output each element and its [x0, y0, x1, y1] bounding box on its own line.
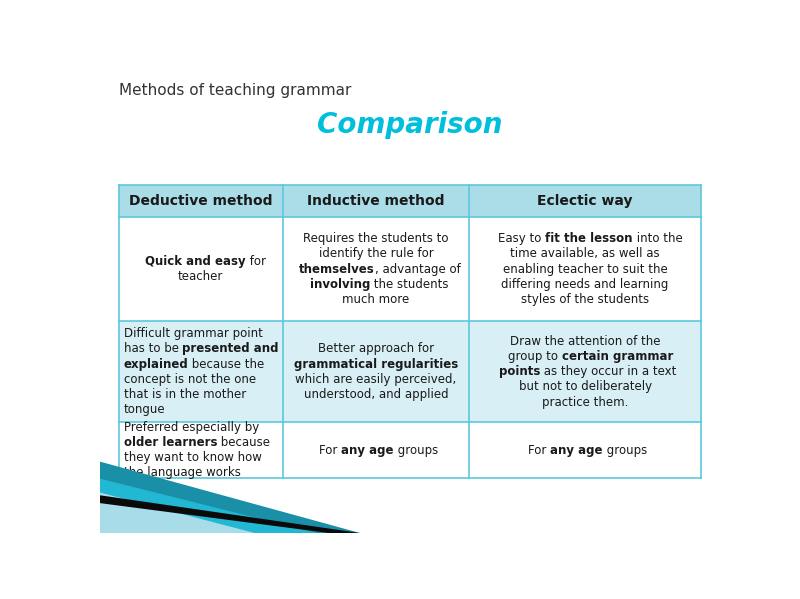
Text: has to be: has to be: [123, 343, 182, 355]
Bar: [469, 422, 702, 478]
Text: styles of the students: styles of the students: [521, 293, 650, 306]
Text: groups: groups: [603, 444, 647, 456]
Text: tongue: tongue: [123, 403, 165, 416]
Text: For: For: [319, 444, 341, 456]
Text: for: for: [246, 255, 266, 268]
Text: grammatical regularities: grammatical regularities: [294, 358, 458, 371]
Text: fit the lesson: fit the lesson: [546, 232, 633, 245]
Bar: [118, 185, 283, 217]
Text: Easy to: Easy to: [498, 232, 546, 245]
Polygon shape: [100, 479, 317, 533]
Text: the students: the students: [370, 278, 449, 291]
Bar: [283, 185, 469, 217]
Bar: [469, 321, 702, 422]
Text: because: because: [217, 436, 270, 449]
Bar: [283, 217, 469, 321]
Text: points: points: [498, 365, 540, 378]
Polygon shape: [100, 492, 255, 533]
Text: time available, as well as: time available, as well as: [510, 247, 660, 261]
Text: Deductive method: Deductive method: [129, 194, 273, 208]
Text: much more: much more: [342, 293, 410, 306]
Text: involving: involving: [310, 278, 370, 291]
Text: Preferred especially by: Preferred especially by: [123, 420, 259, 434]
Text: enabling teacher to suit the: enabling teacher to suit the: [502, 262, 667, 276]
Bar: [283, 422, 469, 478]
Text: teacher: teacher: [178, 270, 223, 283]
Text: differing needs and learning: differing needs and learning: [502, 278, 669, 291]
Text: but not to deliberately: but not to deliberately: [518, 380, 652, 394]
Text: Better approach for: Better approach for: [318, 343, 434, 355]
Bar: [118, 422, 283, 478]
Text: Requires the students to: Requires the students to: [303, 232, 449, 245]
Text: any age: any age: [550, 444, 603, 456]
Polygon shape: [100, 462, 360, 533]
Text: Inductive method: Inductive method: [307, 194, 445, 208]
Text: groups: groups: [394, 444, 438, 456]
Text: into the: into the: [633, 232, 682, 245]
Bar: [118, 321, 283, 422]
Text: themselves: themselves: [299, 262, 374, 276]
Text: the language works: the language works: [123, 467, 241, 479]
Text: older learners: older learners: [123, 436, 217, 449]
Text: explained: explained: [123, 358, 188, 371]
Text: they want to know how: they want to know how: [123, 451, 262, 464]
Text: Methods of teaching grammar: Methods of teaching grammar: [118, 83, 351, 98]
Text: understood, and applied: understood, and applied: [303, 388, 448, 401]
Text: practice them.: practice them.: [542, 395, 628, 409]
Text: Comparison: Comparison: [318, 111, 502, 139]
Text: any age: any age: [341, 444, 394, 456]
Text: group to: group to: [508, 350, 562, 363]
Text: as they occur in a text: as they occur in a text: [540, 365, 677, 378]
Text: certain grammar: certain grammar: [562, 350, 674, 363]
Text: For: For: [528, 444, 550, 456]
Text: Eclectic way: Eclectic way: [538, 194, 633, 208]
Polygon shape: [100, 495, 360, 533]
Text: Draw the attention of the: Draw the attention of the: [510, 335, 661, 348]
Bar: [283, 321, 469, 422]
Text: identify the rule for: identify the rule for: [318, 247, 434, 261]
Text: that is in the mother: that is in the mother: [123, 388, 246, 401]
Text: concept is not the one: concept is not the one: [123, 373, 256, 386]
Text: presented and: presented and: [182, 343, 279, 355]
Text: because the: because the: [188, 358, 265, 371]
Text: Difficult grammar point: Difficult grammar point: [123, 327, 262, 340]
Text: Quick and easy: Quick and easy: [146, 255, 246, 268]
Bar: [469, 217, 702, 321]
Text: which are easily perceived,: which are easily perceived,: [295, 373, 457, 386]
Bar: [118, 217, 283, 321]
Text: , advantage of: , advantage of: [374, 262, 461, 276]
Bar: [469, 185, 702, 217]
